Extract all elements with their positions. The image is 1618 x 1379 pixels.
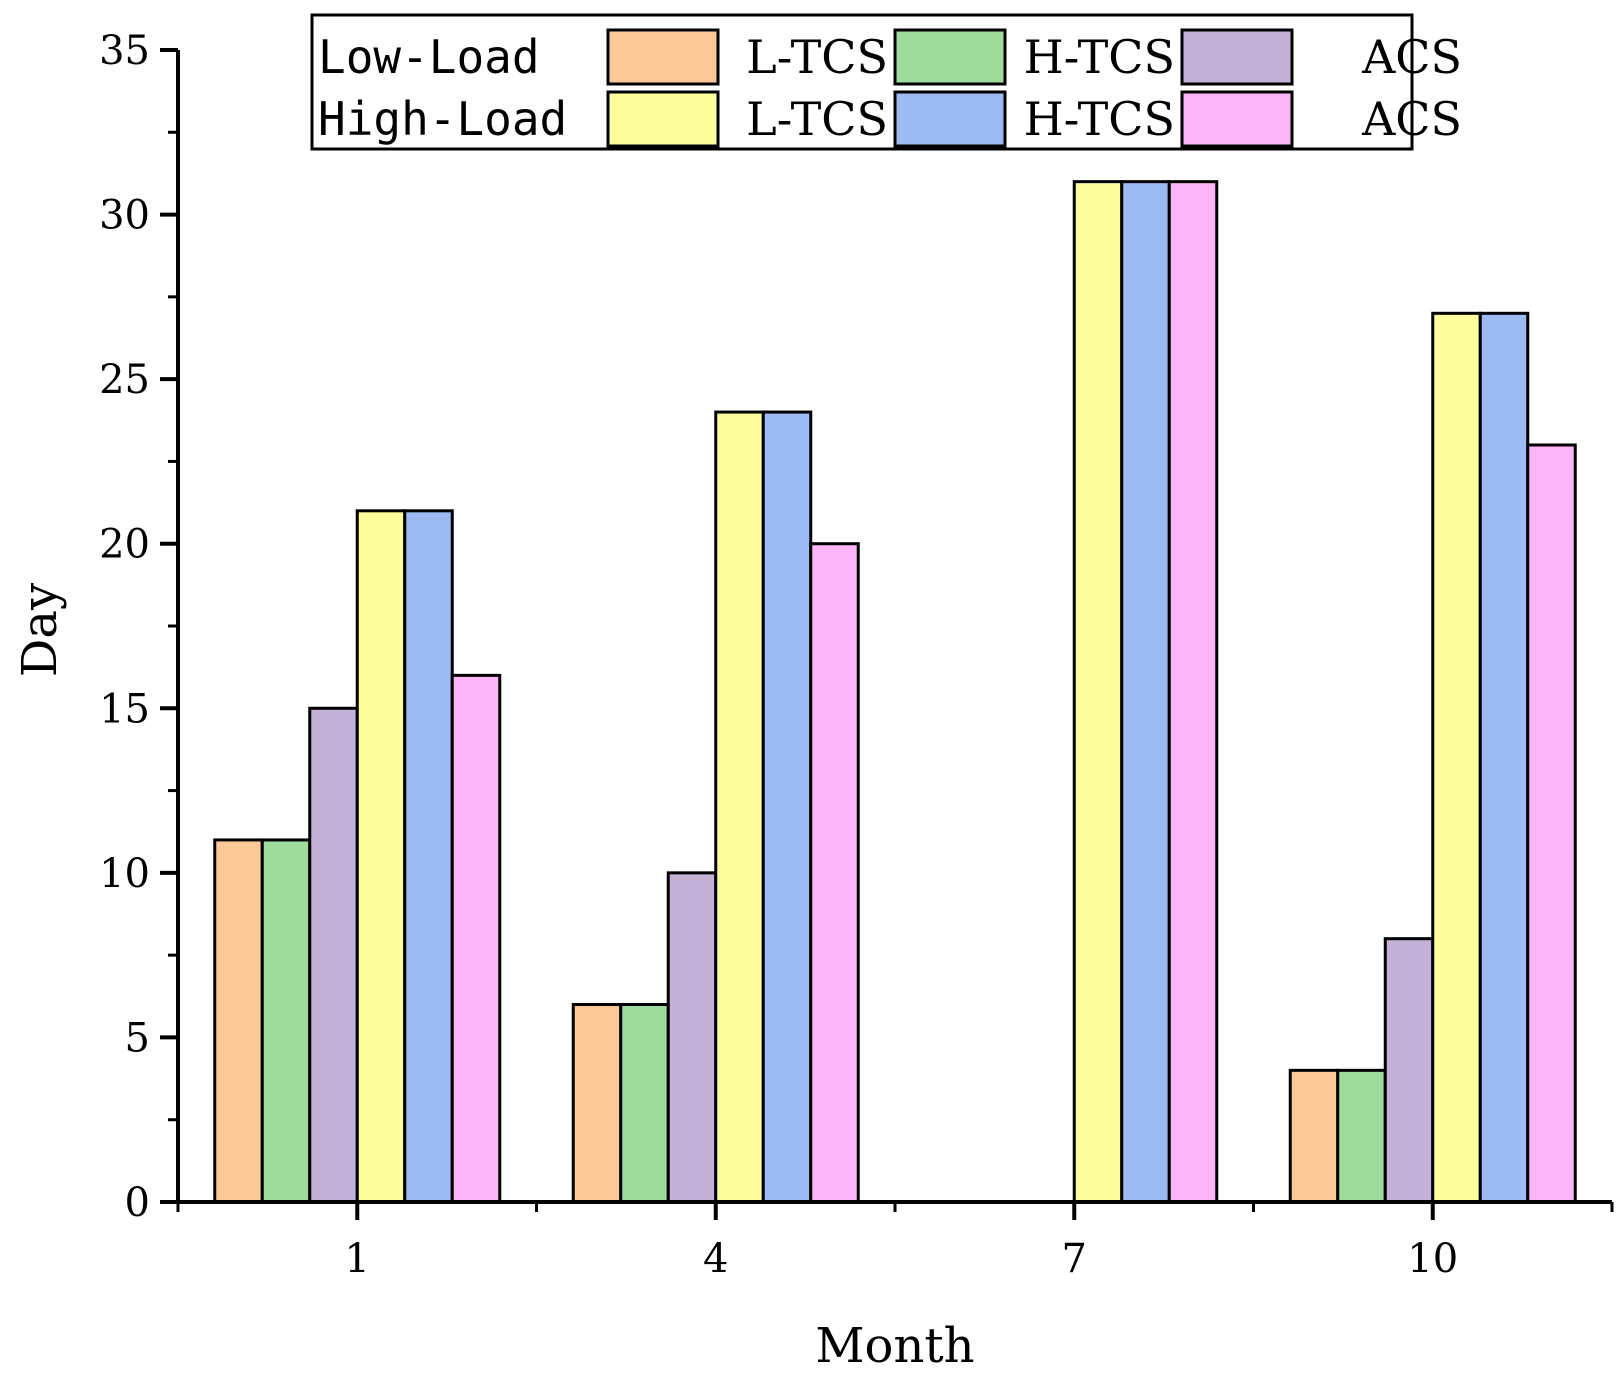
- bar-low-load-acs-month-4: [666, 871, 718, 1204]
- y-tick-label: 0: [125, 1180, 150, 1226]
- x-tick-label: 4: [703, 1236, 728, 1282]
- bars-layer: [213, 180, 1577, 1204]
- bar-low-load-h-tcs-month-1: [260, 838, 312, 1204]
- legend-swatch-high-load-l-tcs: [606, 90, 720, 148]
- legend: Low-Load L-TCS H-TCS ACS High-Load L-TCS H-TCS…: [310, 13, 1462, 151]
- bar-low-load-l-tcs-month-10: [1288, 1068, 1340, 1204]
- bar-high-load-acs-month-7: [1167, 180, 1219, 1204]
- legend-series-label: H-TCS: [1024, 30, 1175, 84]
- bar-high-load-acs-month-10: [1526, 443, 1577, 1204]
- bar-low-load-l-tcs-month-4: [571, 1003, 623, 1204]
- bar-high-load-h-tcs-month-1: [403, 509, 454, 1204]
- bar-high-load-l-tcs-month-4: [714, 410, 765, 1204]
- bar-high-load-acs-month-4: [809, 542, 860, 1204]
- y-tick-label: 35: [99, 28, 150, 74]
- bar-low-load-acs-month-10: [1383, 937, 1435, 1204]
- y-tick-label: 5: [125, 1015, 150, 1061]
- legend-group-label: High-Load: [318, 92, 567, 146]
- legend-series-label: L-TCS: [746, 30, 888, 84]
- x-tick-label: 7: [1062, 1236, 1087, 1282]
- legend-swatch-low-load-acs: [1180, 28, 1294, 86]
- legend-series-label: ACS: [1361, 92, 1462, 146]
- bar-low-load-l-tcs-month-1: [213, 838, 264, 1204]
- bar-high-load-l-tcs-month-10: [1431, 311, 1482, 1204]
- x-axis-title: Month: [815, 1318, 974, 1374]
- x-tick-label: 1: [345, 1236, 370, 1282]
- legend-series-label: L-TCS: [746, 92, 888, 146]
- bar-low-load-h-tcs-month-4: [619, 1003, 670, 1204]
- y-tick-label: 15: [99, 686, 150, 732]
- y-tick-label: 25: [99, 357, 150, 403]
- bar-high-load-l-tcs-month-1: [355, 509, 407, 1204]
- y-axis-title: Day: [12, 583, 68, 677]
- bar-high-load-l-tcs-month-7: [1072, 180, 1124, 1204]
- bar-low-load-acs-month-1: [308, 706, 359, 1204]
- y-tick-label: 20: [99, 522, 150, 568]
- legend-series-label: ACS: [1361, 30, 1462, 84]
- bar-high-load-h-tcs-month-7: [1120, 180, 1171, 1204]
- legend-swatch-low-load-l-tcs: [606, 28, 720, 86]
- legend-swatch-low-load-h-tcs: [893, 28, 1007, 86]
- x-tick-label: 10: [1407, 1236, 1458, 1282]
- y-tick-label: 10: [99, 851, 150, 897]
- legend-swatch-high-load-acs: [1180, 90, 1294, 148]
- bar-high-load-acs-month-1: [450, 673, 502, 1204]
- y-tick-label: 30: [99, 193, 150, 239]
- legend-swatch-high-load-h-tcs: [893, 90, 1007, 148]
- bar-high-load-h-tcs-month-4: [761, 410, 813, 1204]
- legend-series-label: H-TCS: [1024, 92, 1175, 146]
- axes-layer: 0 5 10 15 20 25 30 35 1 4 7 10: [99, 28, 1614, 1282]
- legend-group-label: Low-Load: [318, 30, 540, 84]
- bar-high-load-h-tcs-month-10: [1478, 311, 1530, 1204]
- bar-low-load-h-tcs-month-10: [1336, 1068, 1387, 1204]
